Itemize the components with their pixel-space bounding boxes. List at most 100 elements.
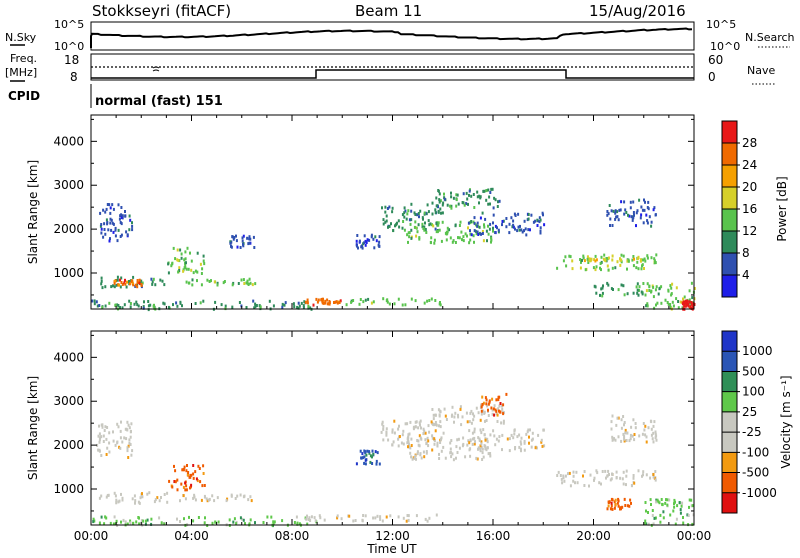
data-cell: [476, 221, 479, 225]
data-cell: [450, 439, 453, 442]
data-cell: [176, 478, 179, 482]
data-cell: [414, 299, 417, 303]
data-cell: [626, 267, 628, 271]
data-cell: [235, 234, 237, 238]
data-cell: [392, 440, 395, 444]
data-cell: [233, 236, 236, 239]
data-cell: [407, 440, 410, 444]
data-cell: [641, 263, 644, 267]
data-cell: [416, 230, 419, 234]
data-cell: [514, 446, 517, 449]
data-cell: [643, 428, 646, 432]
data-cell: [144, 522, 147, 526]
data-cell: [612, 437, 615, 441]
data-cell: [653, 516, 656, 520]
data-cell: [559, 474, 562, 477]
data-cell: [622, 470, 625, 474]
data-cell: [101, 425, 104, 429]
data-cell: [97, 448, 100, 452]
data-cell: [640, 267, 643, 271]
data-cell: [293, 305, 296, 309]
data-cell: [479, 444, 482, 448]
data-cell: [654, 470, 657, 473]
data-cell: [644, 501, 647, 504]
data-cell: [642, 282, 645, 285]
data-cell: [120, 276, 123, 280]
data-cell: [397, 515, 400, 519]
data-cell: [656, 498, 659, 502]
data-cell: [427, 424, 430, 428]
data-cell: [372, 300, 375, 304]
data-cell: [601, 470, 604, 473]
data-cell: [529, 428, 531, 432]
data-cell: [606, 474, 609, 478]
data-cell: [421, 216, 424, 220]
data-cell: [119, 285, 122, 289]
data-cell: [487, 408, 489, 412]
data-cell: [497, 407, 500, 411]
data-cell: [639, 258, 642, 262]
data-cell: [410, 437, 413, 441]
data-cell: [668, 498, 671, 502]
data-cell: [408, 235, 411, 239]
data-cell: [494, 231, 497, 234]
data-cell: [527, 428, 530, 432]
data-cell: [466, 197, 469, 201]
data-cell: [459, 220, 462, 224]
data-cell: [620, 200, 623, 204]
data-cell: [481, 232, 484, 235]
data-cell: [600, 255, 603, 259]
data-cell: [194, 302, 197, 305]
data-cell: [375, 239, 378, 243]
data-cell: [602, 257, 605, 261]
data-cell: [610, 427, 613, 431]
data-cell: [404, 303, 407, 307]
data-cell: [471, 442, 474, 446]
data-cell: [400, 441, 403, 445]
data-cell: [484, 438, 487, 442]
data-cell: [624, 208, 627, 212]
data-cell: [128, 214, 131, 218]
data-cell: [136, 281, 139, 285]
freq-glitch-mark: [152, 66, 160, 72]
data-cell: [147, 308, 150, 312]
data-patch: [304, 297, 342, 307]
data-cell: [489, 202, 491, 206]
data-cell: [636, 288, 639, 292]
data-cell: [492, 221, 494, 225]
data-cell: [472, 412, 474, 416]
data-cell: [146, 492, 149, 496]
data-cell: [405, 217, 408, 221]
data-cell: [216, 281, 219, 285]
data-cell: [406, 422, 409, 426]
data-cell: [654, 516, 657, 520]
data-cell: [103, 228, 106, 231]
data-cell: [235, 522, 238, 526]
data-cell: [439, 199, 442, 203]
data-cell: [108, 301, 111, 305]
data-cell: [111, 203, 114, 207]
data-cell: [445, 238, 448, 242]
data-cell: [438, 200, 441, 204]
data-cell: [428, 516, 431, 520]
data-cell: [584, 268, 587, 272]
data-cell: [228, 518, 231, 522]
data-cell: [651, 437, 654, 441]
data-cell: [688, 505, 690, 509]
data-cell: [595, 291, 598, 295]
data-cell: [623, 421, 626, 424]
data-cell: [434, 299, 437, 302]
data-cell: [488, 399, 491, 403]
data-cell: [652, 431, 655, 435]
data-cell: [562, 259, 565, 263]
data-cell: [192, 472, 195, 476]
data-patch: [606, 198, 657, 228]
data-cell: [213, 280, 216, 284]
data-cell: [491, 187, 494, 191]
data-cell: [385, 430, 388, 434]
data-cell: [438, 192, 441, 196]
data-cell: [441, 203, 444, 207]
data-cell: [468, 420, 471, 424]
data-cell: [631, 218, 634, 222]
data-cell: [632, 200, 635, 204]
